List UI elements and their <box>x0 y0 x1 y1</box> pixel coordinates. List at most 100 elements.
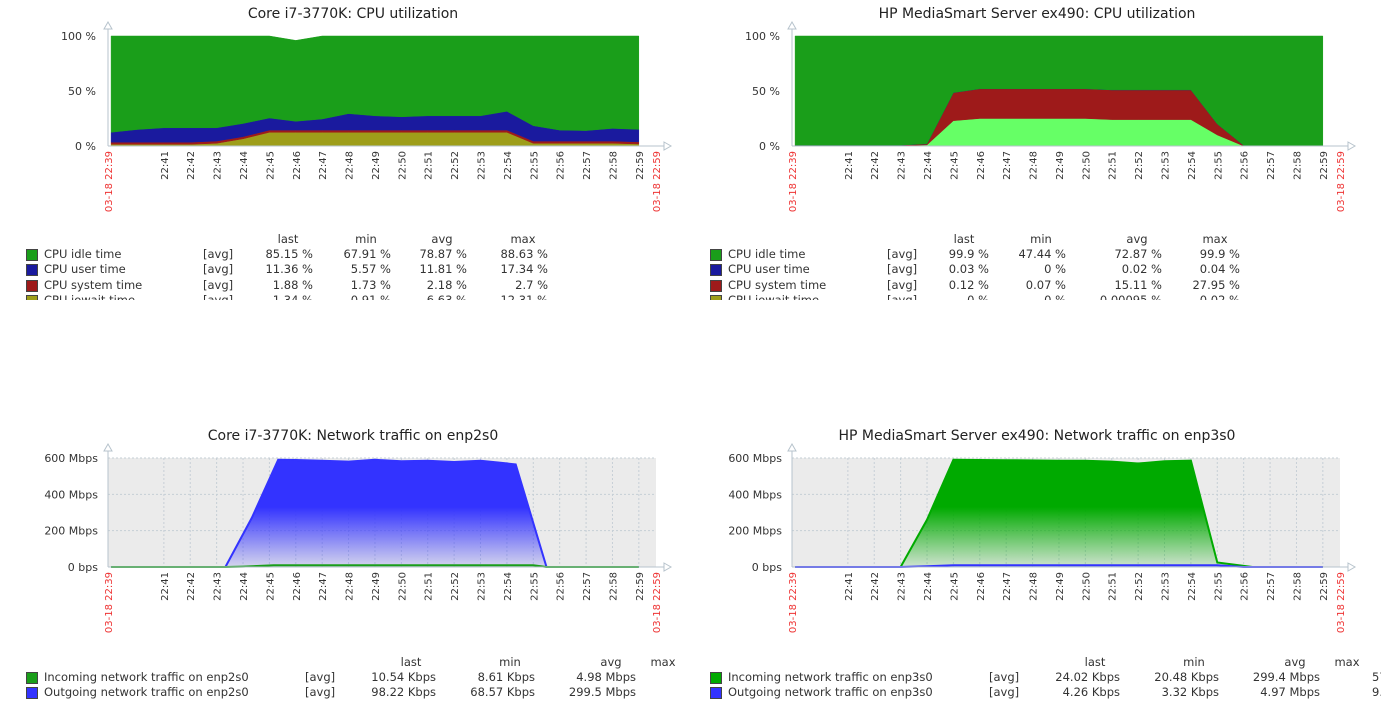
x-tick-label: 22:43 <box>213 572 224 601</box>
x-tick-label: 22:52 <box>450 572 461 601</box>
x-tick-label: 22:57 <box>582 151 593 180</box>
legend-series-name: CPU iowait time <box>44 293 135 300</box>
cpu-chart-hp-mediasmart: HP MediaSmart Server ex490: CPU utilizat… <box>684 0 1381 300</box>
legend-header: last min avg max <box>0 655 684 670</box>
x-tick-label: 22:47 <box>1002 151 1013 180</box>
legend-function: [avg] <box>305 685 336 700</box>
y-tick-label: 0 bps <box>752 561 782 574</box>
legend-value-min: 47.44 % <box>1018 247 1066 261</box>
x-tick-label: 22:53 <box>1161 151 1172 180</box>
legend-item: CPU user time [avg] 11.36 % 5.57 % 11.81 % 17… <box>0 262 684 277</box>
x-tick-label: 22:47 <box>318 572 329 601</box>
legend-column-header: max <box>650 655 676 669</box>
legend-value-avg: 299.5 Mbps <box>568 685 636 700</box>
legend-color-swatch <box>710 264 722 277</box>
y-tick-label: 600 Mbps <box>728 452 782 465</box>
x-tick-label: 22:52 <box>1134 572 1145 601</box>
legend-item: CPU system time [avg] 0.12 % 0.07 % 15.11 % 2… <box>684 278 1381 293</box>
legend-color-swatch <box>710 249 722 261</box>
x-tick-label: 22:41 <box>160 151 171 180</box>
legend-value-last: 0 % <box>879 293 989 300</box>
legend-column-header: min <box>499 655 521 669</box>
y-tick-label: 400 Mbps <box>728 488 782 501</box>
legend-series-name: Outgoing network traffic on enp2s0 <box>44 685 249 700</box>
x-tick-label: 22:46 <box>976 151 987 180</box>
x-axis-arrow-icon <box>663 141 673 151</box>
legend-value-avg: 6.63 % <box>357 293 467 300</box>
chart-title: HP MediaSmart Server ex490: CPU utilizat… <box>878 6 1196 22</box>
x-tick-label: 22:44 <box>923 572 934 601</box>
y-tick-label: 50 % <box>752 85 780 98</box>
network-chart-core-i7: Core i7-3770K: Network traffic on enp2s0… <box>0 422 684 722</box>
x-tick-label: 22:44 <box>239 151 250 180</box>
x-tick-label: 22:54 <box>503 151 514 180</box>
legend-value-avg: 4.97 Mbps <box>1260 685 1320 700</box>
legend-item: CPU idle time [avg] 99.9 % 47.44 % 72.87 % 99… <box>684 247 1381 262</box>
legend-value-last: 11.36 % <box>265 262 313 277</box>
legend-column-header: avg <box>431 232 453 246</box>
legend-value-max: 17.34 % <box>500 262 548 277</box>
x-tick-label: 22:46 <box>976 572 987 601</box>
legend-series-name: CPU user time <box>44 262 126 277</box>
legend-value-min: 5.57 % <box>350 262 391 277</box>
legend-function: [avg] <box>203 247 234 261</box>
x-tick-label: 22:49 <box>371 151 382 180</box>
legend-value-max: 2.7 % <box>515 277 548 292</box>
legend-value-avg: 78.87 % <box>419 247 467 261</box>
legend-function: [avg] <box>203 262 234 277</box>
x-tick-label: 22:54 <box>1187 572 1198 601</box>
legend-series-name: CPU system time <box>44 277 143 292</box>
x-tick-label: 22:57 <box>582 572 593 601</box>
legend-value-min: 0.91 % <box>281 293 391 300</box>
x-tick-label: 03-18 22:39 <box>104 572 115 633</box>
legend-function: [avg] <box>203 293 233 300</box>
legend-value-last: 10.54 Kbps <box>371 670 436 684</box>
area-cpu-idle-time <box>110 35 640 133</box>
legend-item: CPU iowait time[avg]0 %0 %0.00095 %0.02 … <box>684 293 1381 300</box>
legend-function: [avg] <box>305 670 336 684</box>
legend-value-min: 0.07 % <box>1025 277 1066 292</box>
legend-color-swatch <box>26 264 38 277</box>
x-tick-label: 22:50 <box>397 572 408 601</box>
y-tick-label: 50 % <box>68 85 96 98</box>
x-tick-label: 22:59 <box>1319 151 1330 180</box>
legend-value-avg: 72.87 % <box>1114 247 1162 261</box>
legend-value-min: 8.61 Kbps <box>477 670 535 684</box>
x-tick-label: 22:44 <box>239 572 250 601</box>
legend-color-swatch <box>26 687 38 700</box>
x-tick-label: 22:58 <box>1292 572 1303 601</box>
y-tick-label: 600 Mbps <box>44 452 98 465</box>
x-tick-label: 22:43 <box>213 151 224 180</box>
legend-value-min: 67.91 % <box>343 247 391 261</box>
legend-value-avg: 0.02 % <box>1121 262 1162 277</box>
legend-value-min: 0 % <box>956 293 1066 300</box>
legend-color-swatch <box>710 279 722 292</box>
y-axis-arrow-icon <box>103 20 113 30</box>
line-incoming-network-traffic-on-enp3s0 <box>795 458 1323 568</box>
legend-column-header: last <box>400 655 422 669</box>
y-tick-label: 0 % <box>75 140 96 153</box>
legend-series-name: Incoming network traffic on enp2s0 <box>44 670 249 684</box>
x-tick-label: 22:50 <box>1081 572 1092 601</box>
x-tick-label: 22:42 <box>186 572 197 601</box>
x-tick-label: 22:48 <box>1029 572 1040 601</box>
legend-item: CPU iowait time [avg]1.34 %0.91 %6.63 %12… <box>0 293 684 300</box>
x-tick-label: 22:56 <box>1240 151 1251 180</box>
y-tick-label: 400 Mbps <box>44 488 98 501</box>
legend-series-name: Outgoing network traffic on enp3s0 <box>728 685 933 700</box>
x-tick-label: 22:58 <box>608 151 619 180</box>
x-tick-label: 22:57 <box>1266 572 1277 601</box>
plot-area: 100 % 50 % 0 % 03-18 22:39 03-18 22:59 22:41 2… <box>61 20 673 212</box>
legend-column-header: min <box>1183 655 1205 669</box>
x-tick-label: 22:53 <box>477 151 488 180</box>
y-tick-label: 100 % <box>61 30 96 43</box>
legend-item: Outgoing network traffic on enp2s0 [avg] 9… <box>0 685 684 700</box>
x-tick-label: 22:48 <box>1029 151 1040 180</box>
x-axis-arrow-icon <box>1347 562 1357 572</box>
x-tick-label: 22:51 <box>424 151 435 180</box>
x-tick-label: 03-18 22:39 <box>788 151 799 212</box>
legend-value-max: 99.9 % <box>1199 247 1240 261</box>
y-axis-arrow-icon <box>787 20 797 30</box>
x-tick-label: 22:53 <box>1161 572 1172 601</box>
x-tick-label: 22:59 <box>635 572 646 601</box>
